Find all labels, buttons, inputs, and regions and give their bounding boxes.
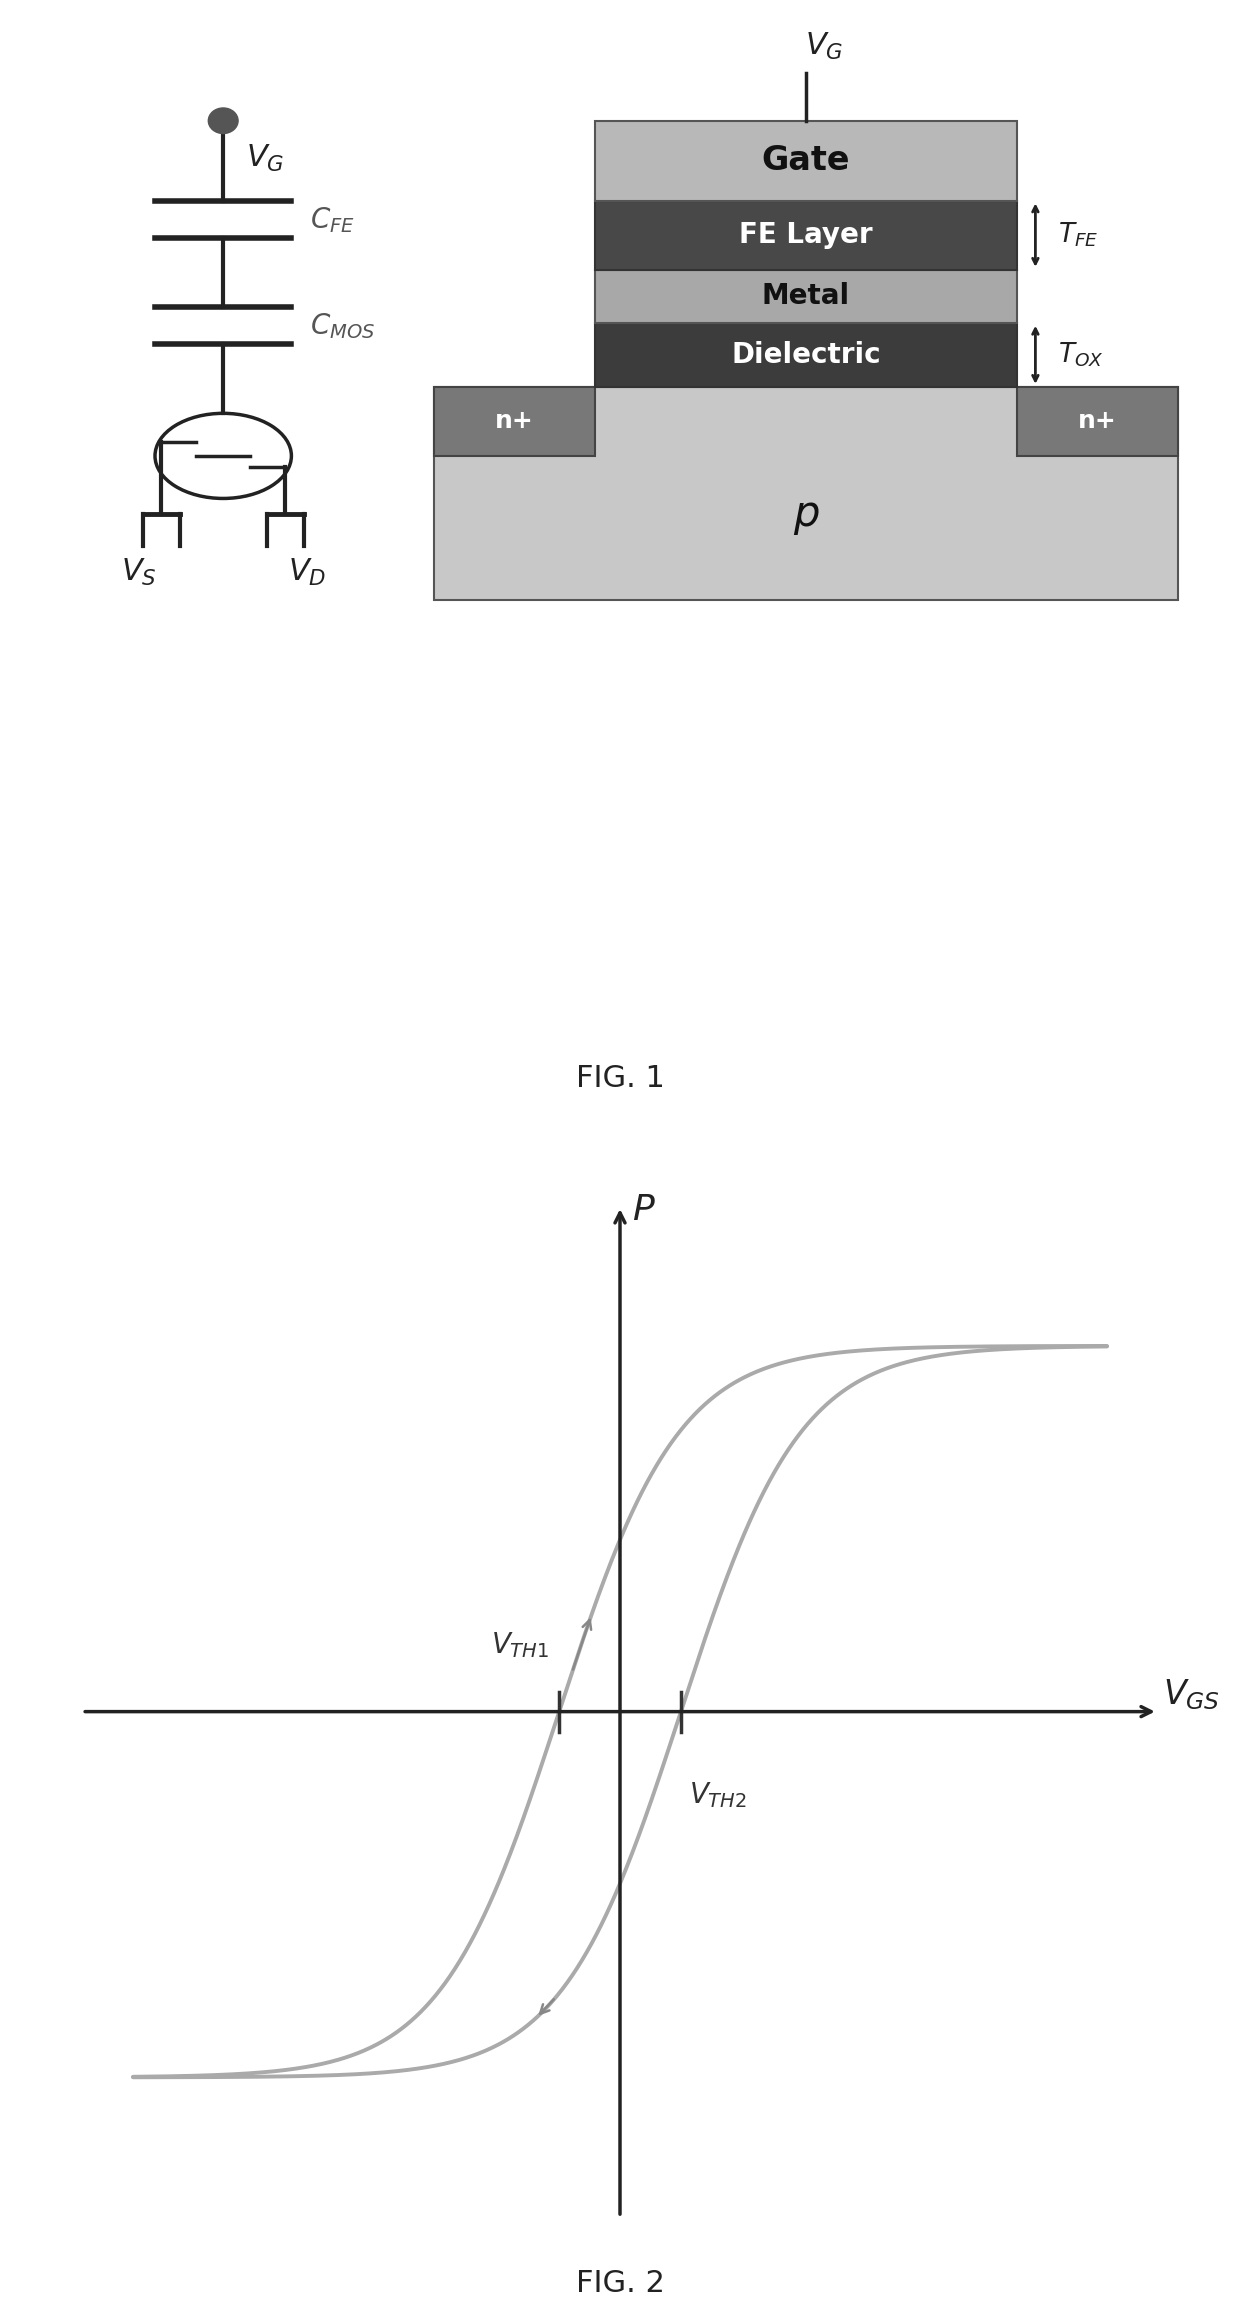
Circle shape	[208, 109, 238, 134]
Text: $V_{GS}$: $V_{GS}$	[1163, 1677, 1220, 1712]
Text: $T_{FE}$: $T_{FE}$	[1058, 220, 1099, 250]
Text: $V_{TH2}$: $V_{TH2}$	[689, 1779, 746, 1809]
Text: $C_{FE}$: $C_{FE}$	[310, 206, 355, 234]
FancyBboxPatch shape	[595, 324, 1017, 386]
FancyBboxPatch shape	[1017, 386, 1178, 456]
Text: $P$: $P$	[632, 1194, 656, 1226]
Text: n+: n+	[495, 409, 534, 433]
FancyBboxPatch shape	[434, 386, 1178, 599]
FancyBboxPatch shape	[595, 271, 1017, 324]
Text: FIG. 1: FIG. 1	[575, 1064, 665, 1092]
Text: n+: n+	[1078, 409, 1117, 433]
Text: $T_{OX}$: $T_{OX}$	[1058, 340, 1104, 370]
Text: $V_D$: $V_D$	[289, 557, 326, 588]
Text: $V_G$: $V_G$	[806, 30, 843, 62]
Text: FE Layer: FE Layer	[739, 222, 873, 250]
Text: FIG. 2: FIG. 2	[575, 2269, 665, 2299]
FancyBboxPatch shape	[595, 120, 1017, 201]
Text: $V_{TH1}$: $V_{TH1}$	[491, 1631, 549, 1661]
Text: Dielectric: Dielectric	[732, 340, 880, 368]
Text: p: p	[792, 493, 820, 534]
FancyBboxPatch shape	[595, 201, 1017, 271]
FancyBboxPatch shape	[434, 386, 595, 456]
Text: $C_{MOS}$: $C_{MOS}$	[310, 312, 376, 340]
Text: Metal: Metal	[761, 282, 851, 310]
Text: Gate: Gate	[761, 143, 851, 178]
Text: $V_G$: $V_G$	[246, 143, 284, 173]
Text: $V_S$: $V_S$	[122, 557, 156, 588]
